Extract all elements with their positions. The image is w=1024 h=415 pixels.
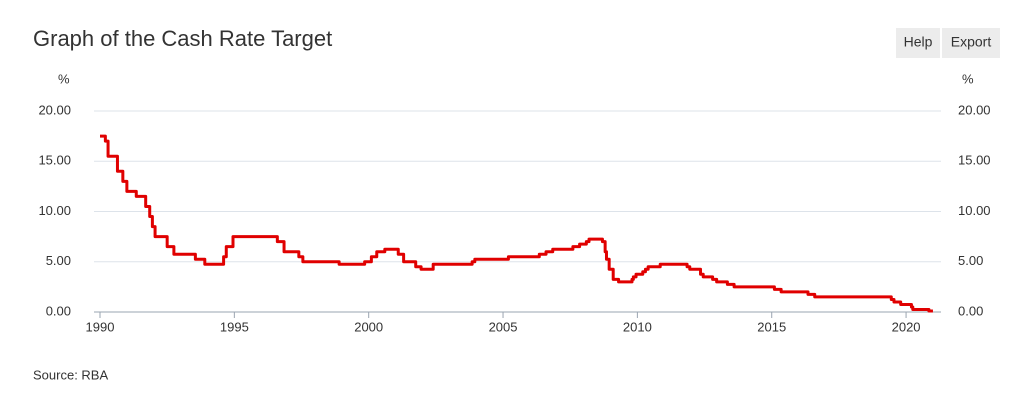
export-label[interactable]: Export: [951, 34, 992, 50]
y2-axis-label: %: [962, 71, 974, 86]
x-tick-label: 2010: [623, 319, 652, 334]
x-tick-label: 1995: [220, 319, 249, 334]
export-button[interactable]: [942, 28, 1000, 58]
source: Source: RBA: [33, 367, 108, 382]
y-tick-label: 5.00: [46, 253, 71, 268]
chart-title: Graph of the Cash Rate Target: [33, 26, 332, 51]
y2-tick-label: 20.00: [958, 102, 991, 117]
y-axis-label: %: [58, 71, 70, 86]
x-tick-label: 2020: [892, 319, 921, 334]
y2-tick-label: 15.00: [958, 153, 991, 168]
x-tick-label: 1990: [86, 319, 115, 334]
help-label[interactable]: Help: [904, 34, 933, 50]
y-tick-label: 15.00: [38, 153, 71, 168]
data-line: [100, 134, 933, 313]
y-tick-label: 10.00: [38, 203, 71, 218]
y2-tick-label: 0.00: [958, 303, 983, 318]
x-tick-label: 2015: [757, 319, 786, 334]
y2-tick-label: 5.00: [958, 253, 983, 268]
y2-tick-label: 10.00: [958, 203, 991, 218]
y-tick-label: 0.00: [46, 303, 71, 318]
help-button[interactable]: [896, 28, 940, 58]
y-tick-label: 20.00: [38, 102, 71, 117]
x-tick-label: 2000: [354, 319, 383, 334]
x-tick-label: 2005: [489, 319, 518, 334]
